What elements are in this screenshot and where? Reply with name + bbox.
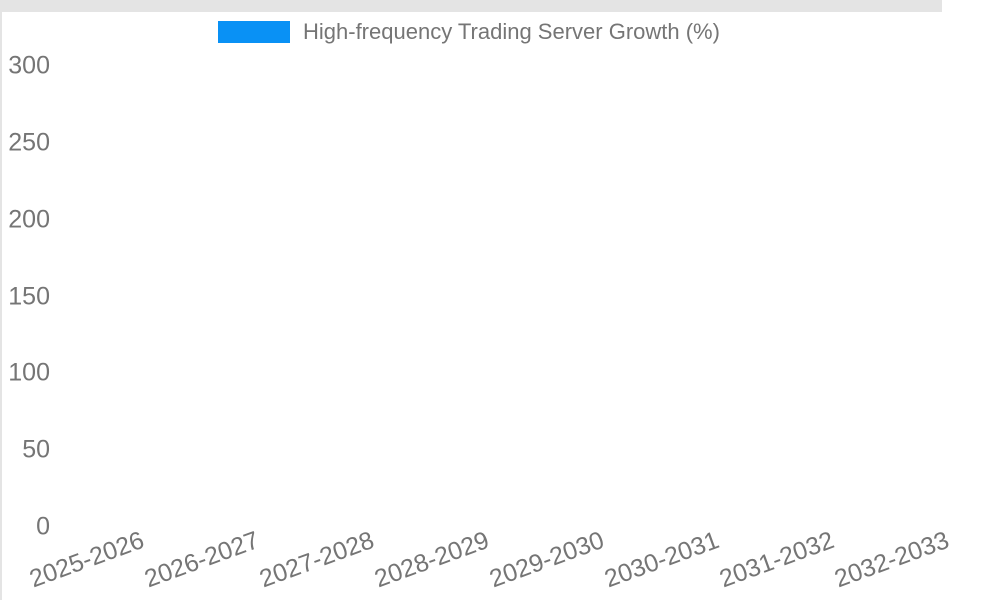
- bar-value-label: 255: [571, 315, 612, 343]
- gridline-y-300: [0, 10, 942, 12]
- gridline-y-100: [0, 2, 942, 4]
- x-axis-tick-label: 2030-2031: [600, 526, 723, 594]
- y-axis-tick-label: 50: [22, 435, 50, 464]
- y-axis-tick-label: 150: [8, 281, 50, 310]
- gridline-y-50: [0, 0, 942, 2]
- x-axis-tick-label: 2029-2030: [485, 526, 608, 594]
- gridline-y-250: [0, 8, 942, 10]
- x-axis-tick-label: 2032-2033: [830, 526, 953, 594]
- gridline-y-200: [0, 6, 942, 8]
- legend-label: High-frequency Trading Server Growth (%): [303, 19, 720, 44]
- bar-value-label: 285: [801, 292, 842, 320]
- legend-swatch-icon: [218, 21, 290, 43]
- y-axis-tick-label: 200: [8, 204, 50, 233]
- x-axis-tick-label: 2026-2027: [140, 526, 263, 594]
- legend-item[interactable]: High-frequency Trading Server Growth (%): [218, 20, 720, 44]
- bar-value-label: 270: [686, 304, 727, 332]
- bar-value-label: 200: [111, 358, 152, 386]
- bar-value-label: 225: [341, 338, 382, 366]
- x-axis-tick-label: 2027-2028: [255, 526, 378, 594]
- x-axis-tick-label: 2031-2032: [715, 526, 838, 594]
- y-axis-tick-label: 100: [8, 358, 50, 387]
- bar-value-label: 300: [916, 281, 957, 309]
- gridline-x-2: [0, 473, 2, 600]
- bar-value-label: 210: [226, 350, 267, 378]
- gridline-y-150: [0, 4, 942, 6]
- y-axis-tick-label: 250: [8, 128, 50, 157]
- bar-value-label: 240: [456, 327, 497, 355]
- y-axis-tick-label: 300: [8, 51, 50, 80]
- y-axis-tick-label: 0: [36, 512, 50, 541]
- x-axis-tick-label: 2028-2029: [370, 526, 493, 594]
- gridline-x-1: [0, 12, 2, 473]
